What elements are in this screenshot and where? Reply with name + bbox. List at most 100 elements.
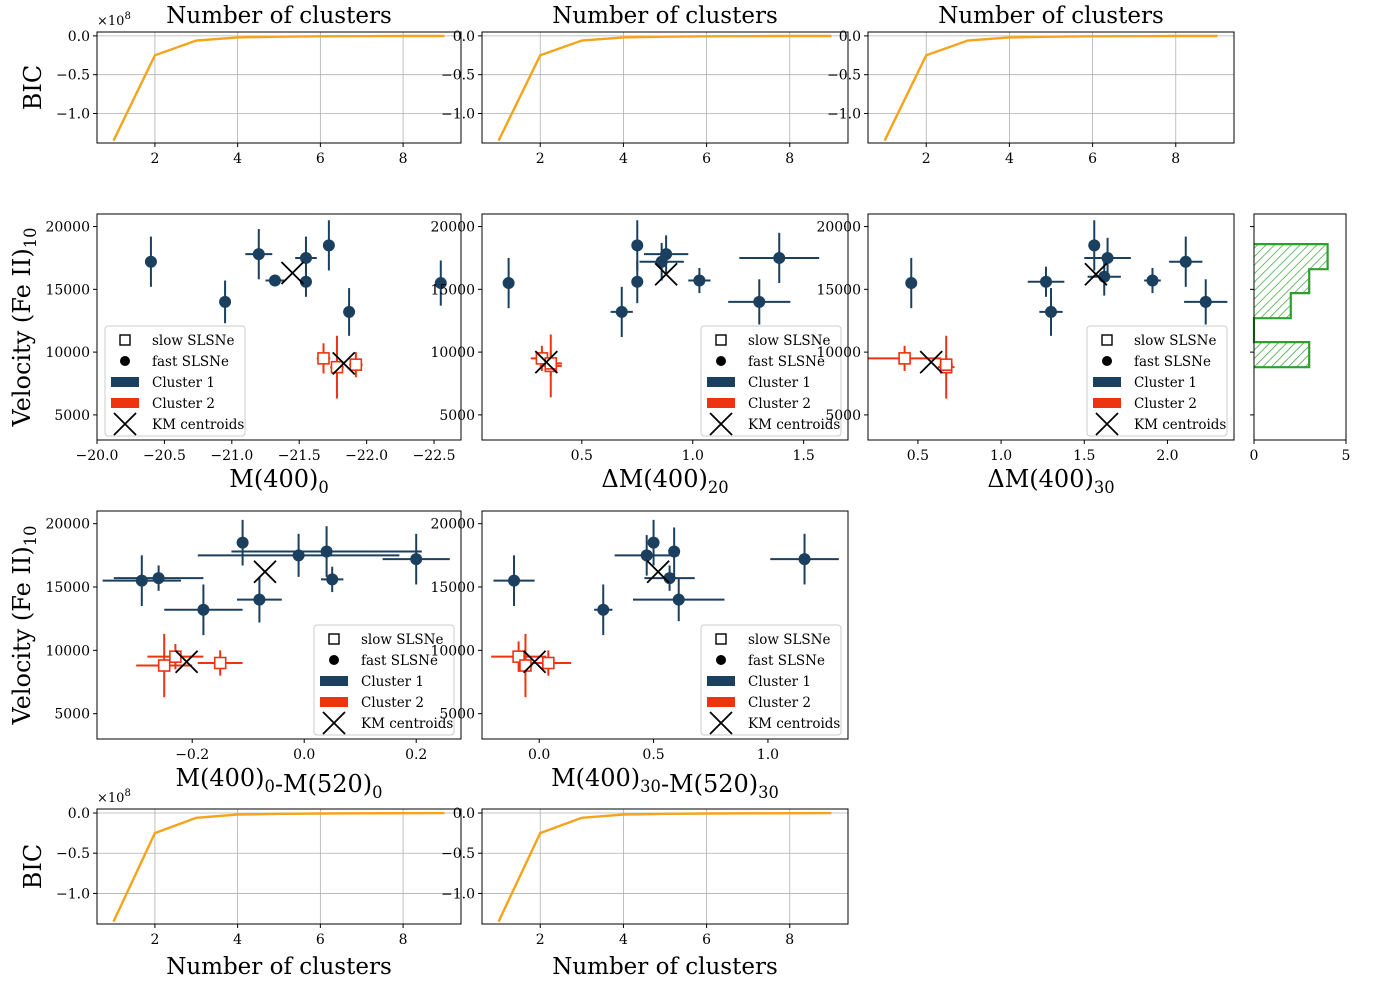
fast-slsn-point (320, 545, 333, 558)
x-tick-label: −21.5 (278, 448, 321, 464)
x-tick-label: 4 (619, 151, 628, 167)
legend-label: slow SLSNe (152, 333, 234, 349)
fast-slsn-point (343, 305, 356, 318)
km-centroid-marker (534, 350, 558, 374)
fast-slsn-point (1199, 295, 1212, 308)
histogram-bar (1254, 244, 1328, 270)
x-tick-label: 4 (1005, 151, 1014, 167)
x-axis-label: Number of clusters (552, 954, 778, 980)
bic-line (497, 811, 832, 923)
legend-label: slow SLSNe (361, 632, 443, 648)
y-tick-label: 0.0 (453, 806, 475, 822)
x-tick-label: −21.0 (210, 448, 253, 464)
slow-slsn-point (157, 659, 171, 672)
fast-slsn-point (753, 295, 766, 308)
scatter-panel-sc3: 0.5 1.0 1.5 2.0 5000 10000 15000 20000 ΔM(400)30… (816, 213, 1235, 497)
y-axis-label: Velocity (Fe II)10 (8, 227, 40, 427)
legend-patch-cluster2 (320, 697, 348, 707)
fast-slsn-point (640, 549, 653, 562)
legend: slow SLSNe fast SLSNe Cluster 1 Cluster 2 KM… (313, 624, 455, 736)
x-tick-label: 2 (150, 151, 159, 167)
legend-marker-slow (715, 633, 727, 645)
x-tick-label: −22.0 (345, 448, 388, 464)
fast-slsn-point (798, 553, 811, 566)
bic-line (112, 811, 445, 923)
y-tick-label: −0.5 (441, 68, 475, 84)
fast-slsn-point (434, 277, 447, 290)
y-tick-label: 20000 (430, 517, 475, 533)
fast-slsn-point (597, 603, 610, 616)
axes-frame (867, 213, 1235, 441)
scatter-panel-sc1: −20.0 −20.5 −21.0 −21.5 −22.0 −22.5 5000 10000 1… (8, 213, 462, 497)
km-centroid-marker (1084, 262, 1108, 286)
y-tick-label: 15000 (45, 282, 90, 298)
y-tick-label: −0.5 (56, 846, 90, 862)
x-tick-label: 0.2 (405, 747, 427, 763)
x-tick-label: 6 (316, 151, 325, 167)
bic-line (112, 34, 445, 142)
x-tick-label: 2 (536, 151, 545, 167)
y-tick-label: −0.5 (827, 68, 861, 84)
scatter-panel-sc2: 0.5 1.0 1.5 5000 10000 15000 20000 ΔM(400)20 slo… (430, 213, 849, 497)
legend-label: KM centroids (1134, 417, 1226, 433)
legend-marker-centroid (709, 711, 733, 735)
fast-slsn-point (236, 536, 249, 549)
x-tick-label: −22.5 (413, 448, 456, 464)
legend-label: KM centroids (152, 417, 244, 433)
y-tick-label: 10000 (816, 345, 861, 361)
legend: slow SLSNe fast SLSNe Cluster 1 Cluster 2 KM… (700, 325, 842, 437)
y-tick-label: 0.0 (453, 29, 475, 45)
legend-marker-centroid (322, 711, 346, 735)
km-centroid-marker (654, 262, 678, 286)
fast-slsn-point (502, 277, 515, 290)
legend-marker-slow (328, 633, 340, 645)
histogram-outline (1252, 242, 1329, 369)
x-tick-label: 5 (1342, 448, 1351, 464)
bic-panel-bic2: 2 4 6 8 0.0 −0.5 −1.0 Number of clusters (441, 3, 849, 167)
fast-slsn-point (631, 275, 644, 288)
scatter-panel-sc5: 0.0 0.5 1.0 5000 10000 15000 20000 M(400)30-M(5… (430, 510, 849, 802)
bic-panel-bic4: 2 4 6 8 0.0 −0.5 −1.0 Number of clusters BIC ×108 (19, 788, 462, 980)
y-tick-label: 5000 (825, 408, 861, 424)
x-axis-label: ΔM(400)30 (987, 465, 1114, 497)
fast-slsn-point (1101, 251, 1114, 264)
fast-slsn-point (647, 536, 660, 549)
x-tick-label: 2 (536, 932, 545, 948)
legend-label: slow SLSNe (748, 632, 830, 648)
slow-slsn-point (519, 659, 532, 672)
legend-patch-cluster2 (111, 398, 139, 408)
fast-slsn-point (326, 573, 339, 586)
y-tick-label: 20000 (45, 220, 90, 236)
fast-slsn-point (253, 593, 266, 606)
fast-slsn-point (252, 248, 265, 261)
x-tick-label: 6 (1088, 151, 1097, 167)
legend-marker-centroid (1095, 412, 1119, 436)
legend-marker-fast (716, 655, 726, 665)
y-tick-label: 10000 (45, 643, 90, 659)
y-tick-label: 15000 (430, 282, 475, 298)
legend-label: KM centroids (361, 716, 453, 732)
legend-marker-slow (715, 334, 727, 346)
km-centroid-marker (522, 650, 547, 674)
y-tick-label: −1.0 (441, 107, 475, 123)
panel-title: Number of clusters (166, 3, 392, 29)
bic-panel-bic3: 2 4 6 8 0.0 −0.5 −1.0 Number of clusters (827, 3, 1235, 167)
legend-marker-fast (1102, 356, 1112, 366)
x-tick-label: 6 (316, 932, 325, 948)
legend-box (700, 325, 842, 437)
fast-slsn-point (144, 255, 157, 268)
legend-label: Cluster 2 (1134, 396, 1197, 412)
legend-label: fast SLSNe (361, 653, 438, 669)
y-tick-label: 20000 (816, 220, 861, 236)
legend-label: Cluster 2 (748, 695, 811, 711)
fast-slsn-point (1179, 255, 1192, 268)
fast-slsn-point (631, 239, 644, 252)
fast-slsn-point (668, 545, 681, 558)
km-centroid-marker (646, 560, 670, 584)
scatter-panel-sc4: −0.2 0.0 0.2 5000 10000 15000 20000 M(400)0-M(5… (8, 510, 462, 802)
offset-label: ×108 (97, 11, 131, 29)
bic-line (883, 34, 1218, 142)
x-tick-label: −0.2 (175, 747, 209, 763)
bic-panel-bic1: 2 4 6 8 0.0 −0.5 −1.0 Number of clusters BIC ×108 (19, 3, 462, 167)
panel-title: Number of clusters (552, 3, 778, 29)
